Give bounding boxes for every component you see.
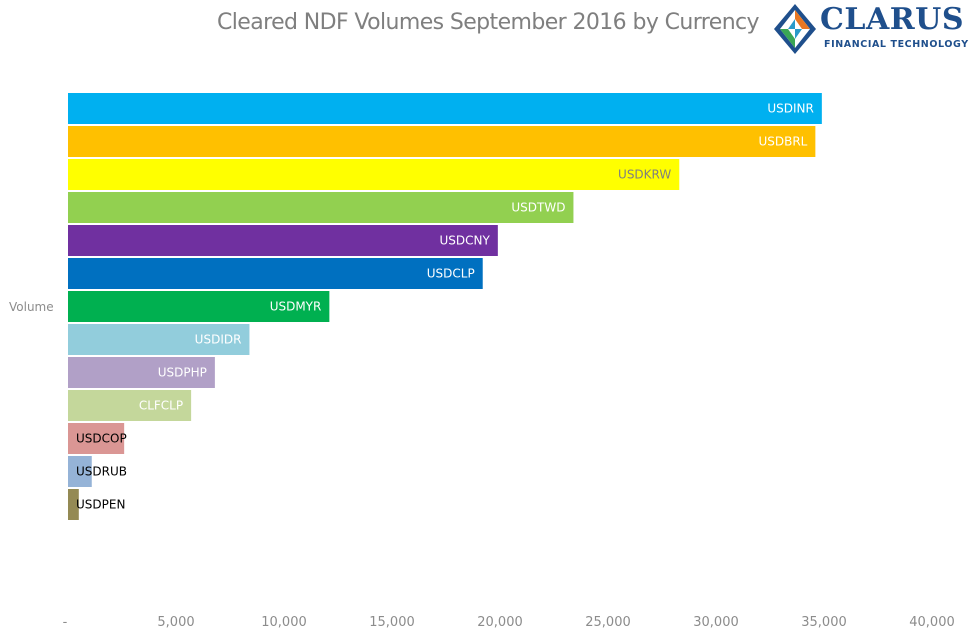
bar-label-usdpen: USDPEN [76,498,125,512]
x-tick-label: 30,000 [693,615,739,630]
bar-usdtwd [68,192,574,223]
x-tick-label: 35,000 [801,615,847,630]
bar-usdcop [68,423,125,454]
bar-label-usdidr: USDIDR [195,333,242,347]
bar-usdkrw [68,159,680,190]
bar-clfclp [68,390,192,421]
x-tick-label: 40,000 [909,615,955,630]
y-axis-label: Volume [9,300,54,314]
logo-name: CLARUS [820,2,965,37]
bar-usdrub [68,456,92,487]
x-tick-label: 25,000 [585,615,631,630]
bar-label-usdbrl: USDBRL [758,135,807,149]
bar-label-clfclp: CLFCLP [139,399,183,413]
bar-usdinr [68,93,822,124]
x-tick-label: 5,000 [157,615,194,630]
chart-title: Cleared NDF Volumes September 2016 by Cu… [217,10,760,35]
bar-usdpen [68,489,79,520]
bar-usdbrl [68,126,816,157]
x-tick-label: - [63,615,68,630]
x-tick-label: 20,000 [477,615,523,630]
bar-label-usdtwd: USDTWD [511,201,565,215]
bar-label-usdkrw: USDKRW [618,168,671,182]
bar-usdmyr [68,291,330,322]
bar-label-usdinr: USDINR [767,102,814,116]
bar-label-usdclp: USDCLP [427,267,475,281]
bar-usdphp [68,357,215,388]
clarus-logo: CLARUS FINANCIAL TECHNOLOGY [772,2,976,56]
bar-label-usdmyr: USDMYR [270,300,322,314]
bar-label-usdphp: USDPHP [158,366,207,380]
bar-label-usdcop: USDCOP [76,432,127,446]
x-tick-label: 15,000 [369,615,415,630]
bar-usdclp [68,258,483,289]
x-tick-label: 10,000 [261,615,307,630]
bar-usdcny [68,225,498,256]
bar-label-usdrub: USDRUB [76,465,127,479]
bar-usdidr [68,324,250,355]
clarus-diamond-icon [774,4,816,54]
logo-subtitle: FINANCIAL TECHNOLOGY [824,39,969,50]
bar-label-usdcny: USDCNY [440,234,491,248]
